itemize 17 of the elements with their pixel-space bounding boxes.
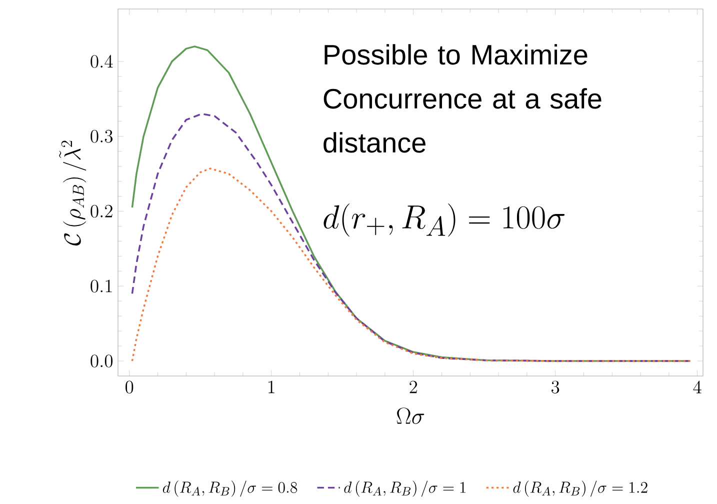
x-tick-label: 0 — [126, 380, 134, 394]
y-tick-label: 0.2 — [90, 204, 112, 218]
y-tick-label: 0.1 — [90, 280, 112, 293]
y-tick-label: 0.0 — [90, 354, 113, 368]
annotation: Possible to Maximize Concurrence at a safe distance — [324, 44, 602, 153]
legend-label: $d\left(R_A,R_B\right)/\sigma=1.2$ — [513, 480, 648, 497]
y-tick-label: 0.3 — [90, 130, 113, 143]
annotation: $d(r_{+},R_{A})=100\sigma$ — [324, 203, 565, 237]
x-tick-label: 4 — [693, 380, 702, 394]
x-tick-label: 2 — [410, 380, 417, 394]
x-tick-label: 3 — [552, 380, 560, 394]
y-tick-label: 0.4 — [90, 54, 113, 68]
x-tick-label: 1 — [268, 380, 274, 394]
x-axis-title: $\Omega\sigma$ — [396, 408, 424, 424]
y-axis-title: $\mathcal{C}\left(\rho_{AB}\right)/\tilde{\lambda}^{2}$ — [59, 140, 86, 246]
legend-label: $d\left(R_A,R_B\right)/\sigma=1$ — [344, 480, 466, 497]
legend-label: $d\left(R_A,R_B\right)/\sigma=0.8$ — [162, 480, 298, 497]
